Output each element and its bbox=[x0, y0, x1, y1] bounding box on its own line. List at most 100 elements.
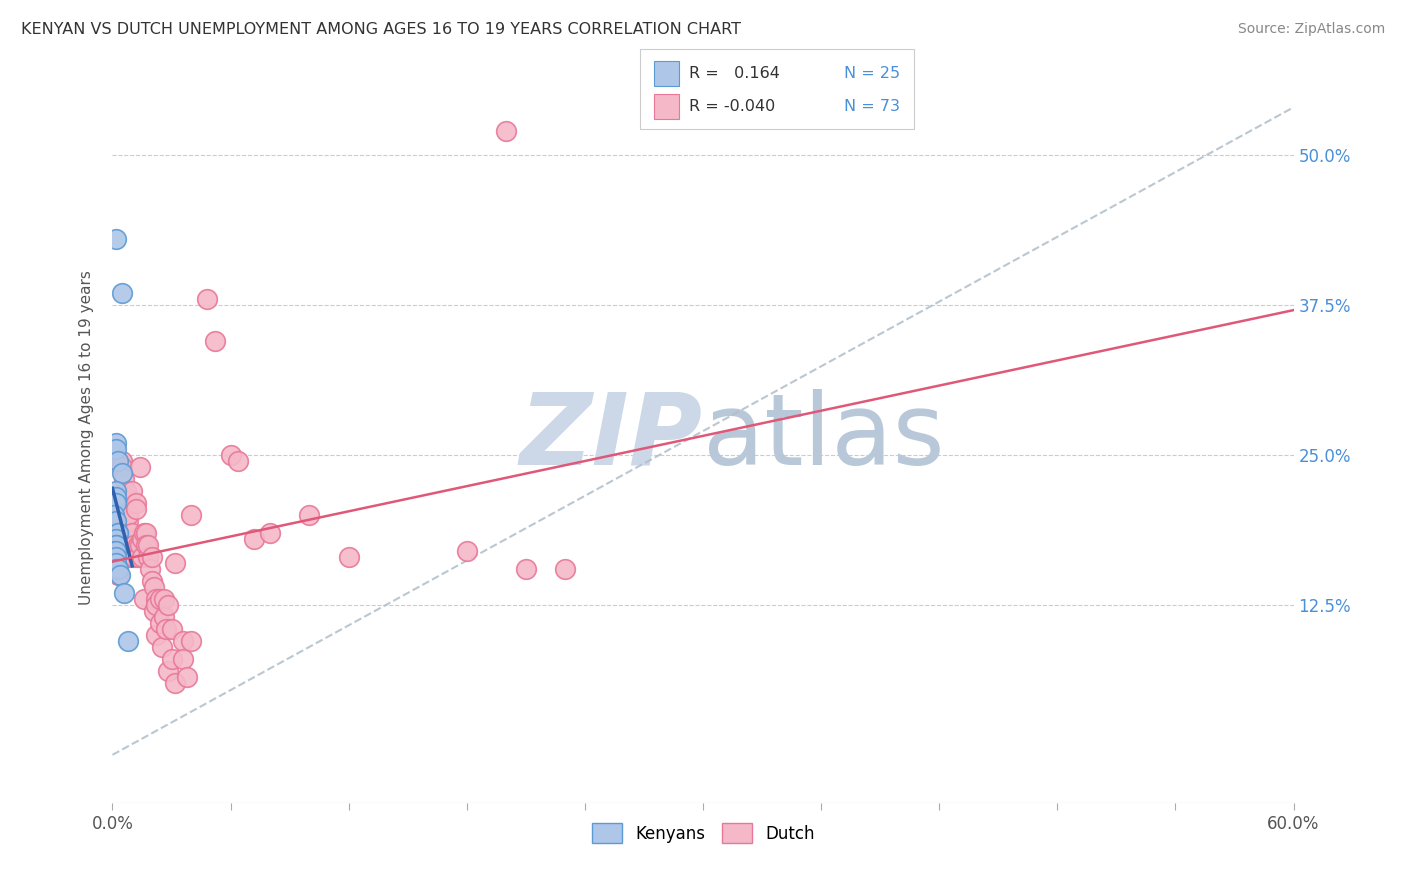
Point bbox=[111, 286, 134, 301]
Point bbox=[105, 483, 128, 498]
Point bbox=[125, 496, 148, 510]
Point bbox=[107, 526, 129, 541]
Point bbox=[110, 526, 132, 541]
Point bbox=[105, 442, 128, 456]
Point bbox=[131, 532, 153, 546]
Point bbox=[107, 526, 129, 541]
Point bbox=[152, 591, 174, 606]
Point bbox=[105, 556, 128, 570]
Point bbox=[176, 670, 198, 684]
Point bbox=[105, 544, 128, 558]
Point bbox=[105, 436, 128, 450]
Point bbox=[111, 466, 134, 480]
Point bbox=[142, 580, 165, 594]
Point bbox=[120, 549, 142, 564]
Point bbox=[121, 483, 143, 498]
Point bbox=[105, 514, 128, 528]
Point bbox=[136, 549, 159, 564]
Point bbox=[243, 532, 266, 546]
Point bbox=[456, 544, 478, 558]
Point bbox=[156, 664, 179, 678]
Point bbox=[105, 538, 128, 552]
Point bbox=[554, 562, 576, 576]
Point bbox=[107, 562, 129, 576]
Point bbox=[117, 538, 139, 552]
Point bbox=[112, 472, 135, 486]
Point bbox=[160, 652, 183, 666]
Point bbox=[107, 454, 129, 468]
Point bbox=[107, 568, 129, 582]
Point bbox=[180, 508, 202, 522]
Point bbox=[165, 556, 187, 570]
Point bbox=[105, 544, 128, 558]
Point bbox=[131, 549, 153, 564]
Point bbox=[337, 549, 360, 564]
Point bbox=[103, 508, 125, 522]
Point bbox=[136, 538, 159, 552]
Point bbox=[110, 508, 132, 522]
Point bbox=[115, 490, 138, 504]
Text: Source: ZipAtlas.com: Source: ZipAtlas.com bbox=[1237, 22, 1385, 37]
Text: atlas: atlas bbox=[703, 389, 945, 485]
Point bbox=[105, 532, 128, 546]
Text: KENYAN VS DUTCH UNEMPLOYMENT AMONG AGES 16 TO 19 YEARS CORRELATION CHART: KENYAN VS DUTCH UNEMPLOYMENT AMONG AGES … bbox=[21, 22, 741, 37]
Point bbox=[115, 483, 138, 498]
Point bbox=[105, 490, 128, 504]
Point bbox=[155, 622, 177, 636]
Point bbox=[165, 676, 187, 690]
Point bbox=[141, 549, 163, 564]
Point bbox=[117, 514, 139, 528]
Point bbox=[127, 549, 149, 564]
Text: R =   0.164: R = 0.164 bbox=[689, 66, 780, 80]
Point bbox=[105, 538, 128, 552]
Point bbox=[105, 562, 128, 576]
Point bbox=[141, 574, 163, 588]
Legend: Kenyans, Dutch: Kenyans, Dutch bbox=[585, 817, 821, 849]
Point bbox=[228, 454, 250, 468]
Point bbox=[219, 448, 242, 462]
Point bbox=[117, 634, 139, 648]
Point bbox=[145, 628, 167, 642]
Point bbox=[115, 544, 138, 558]
Point bbox=[172, 634, 194, 648]
Point bbox=[111, 460, 134, 475]
Point bbox=[129, 538, 152, 552]
Point bbox=[180, 634, 202, 648]
Point bbox=[103, 544, 125, 558]
Point bbox=[135, 526, 157, 541]
Point bbox=[495, 124, 517, 138]
Point bbox=[127, 538, 149, 552]
Point bbox=[115, 532, 138, 546]
Point bbox=[142, 604, 165, 618]
Point bbox=[195, 292, 218, 306]
Text: N = 73: N = 73 bbox=[844, 99, 900, 114]
Point bbox=[156, 598, 179, 612]
Point bbox=[145, 591, 167, 606]
Text: N = 25: N = 25 bbox=[844, 66, 900, 80]
Point bbox=[122, 538, 145, 552]
Text: ZIP: ZIP bbox=[520, 389, 703, 485]
Point bbox=[139, 562, 162, 576]
Point bbox=[515, 562, 537, 576]
Point bbox=[149, 591, 172, 606]
Point bbox=[105, 496, 128, 510]
Point bbox=[150, 640, 173, 654]
Point bbox=[145, 598, 167, 612]
Point bbox=[132, 591, 155, 606]
Point bbox=[152, 610, 174, 624]
Point bbox=[105, 549, 128, 564]
Point bbox=[111, 454, 134, 468]
Point bbox=[160, 622, 183, 636]
Point bbox=[132, 526, 155, 541]
Point bbox=[117, 508, 139, 522]
Point bbox=[112, 586, 135, 600]
Point bbox=[111, 532, 134, 546]
Point bbox=[129, 460, 152, 475]
Point bbox=[172, 652, 194, 666]
Y-axis label: Unemployment Among Ages 16 to 19 years: Unemployment Among Ages 16 to 19 years bbox=[79, 269, 94, 605]
Point bbox=[204, 334, 226, 348]
Point bbox=[149, 615, 172, 630]
Point bbox=[259, 526, 281, 541]
Point bbox=[122, 549, 145, 564]
Point bbox=[112, 538, 135, 552]
